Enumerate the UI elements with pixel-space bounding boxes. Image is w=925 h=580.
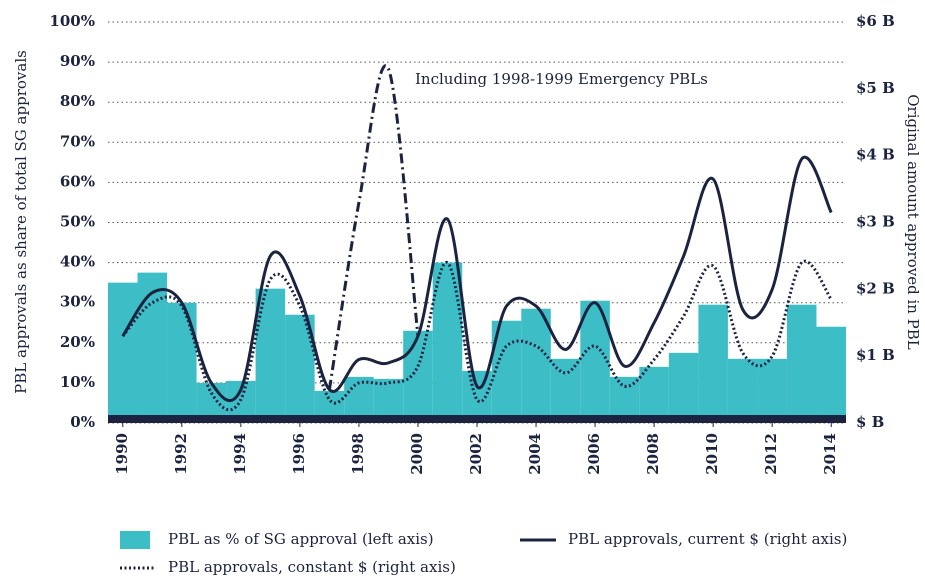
bar (403, 330, 433, 423)
bar (167, 302, 197, 423)
x-tick-label: 2010 (703, 433, 721, 475)
x-tick-label: 2002 (467, 433, 485, 475)
bar (698, 304, 728, 423)
bar (432, 262, 463, 423)
line (121, 155, 833, 403)
y2-axis-label: Original amount approved in PBL (904, 94, 922, 350)
y-tick-label: 20% (60, 333, 95, 351)
bar (786, 304, 817, 423)
y-tick-label: 40% (60, 253, 95, 271)
legend-swatch (120, 531, 150, 549)
bar (137, 272, 168, 423)
x-tick-label: 1990 (113, 433, 131, 475)
bar (255, 288, 286, 423)
y-tick-label: 70% (60, 132, 95, 150)
annotation-line (327, 64, 420, 390)
y2-tick-label: $5 B (856, 79, 895, 97)
x-tick-label: 2014 (821, 433, 839, 475)
x-tick-label: 2008 (644, 433, 662, 475)
x-tick-label: 2012 (762, 433, 780, 475)
y2-tick-label: $3 B (856, 213, 895, 231)
x-tick-label: 2004 (526, 433, 544, 475)
bar (757, 358, 787, 423)
y-tick-label: 100% (49, 12, 95, 30)
y-tick-label: 50% (60, 213, 95, 231)
legend-label: PBL approvals, constant $ (right axis) (168, 558, 456, 576)
bar (550, 358, 581, 423)
y2-tick-label: $2 B (856, 279, 895, 297)
bar (727, 358, 758, 423)
bar (668, 352, 699, 423)
x-tick-label: 2006 (585, 433, 603, 475)
y-tick-label: 30% (60, 293, 95, 311)
x-tick-label: 1998 (349, 433, 367, 475)
bar (521, 308, 551, 423)
y-tick-label: 10% (60, 373, 95, 391)
y-tick-label: 0% (70, 413, 95, 431)
y-axis-label: PBL approvals as share of total SG appro… (12, 50, 30, 394)
y2-tick-label: $4 B (856, 146, 895, 164)
x-tick-label: 1996 (290, 433, 308, 475)
y-tick-label: 80% (60, 92, 95, 110)
y2-tick-label: $6 B (856, 12, 895, 30)
bar (639, 366, 669, 423)
bar (108, 282, 138, 423)
y2-tick-label: $ B (856, 413, 884, 431)
bar (816, 326, 846, 423)
x-tick-label: 1994 (231, 433, 249, 475)
x-tick-label: 2000 (408, 433, 426, 475)
x-tick-label: 1992 (172, 433, 190, 475)
legend-label: PBL as % of SG approval (left axis) (168, 530, 434, 548)
y-tick-label: 90% (60, 52, 95, 70)
legend-label: PBL approvals, current $ (right axis) (568, 530, 847, 548)
baseline (108, 415, 846, 423)
y-tick-label: 60% (60, 172, 95, 190)
annotation: Including 1998-1999 Emergency PBLs (415, 70, 708, 88)
y2-tick-label: $1 B (856, 346, 895, 364)
